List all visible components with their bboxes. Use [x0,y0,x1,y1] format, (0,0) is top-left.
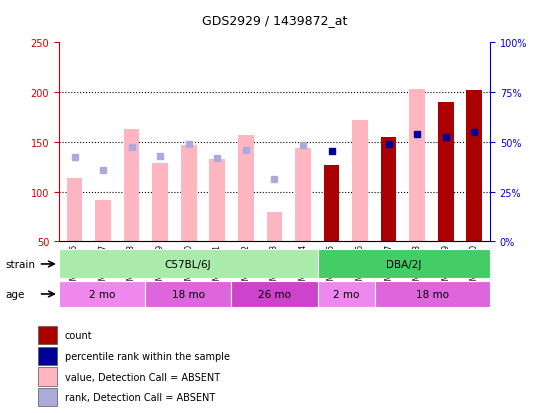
Text: 26 mo: 26 mo [258,289,291,299]
Text: GDS2929 / 1439872_at: GDS2929 / 1439872_at [202,14,347,27]
Text: age: age [6,289,25,299]
Bar [318,250,490,279]
Bar [38,326,57,344]
Bar [59,250,318,279]
Text: 18 mo: 18 mo [416,289,449,299]
Bar [38,347,57,365]
Bar [145,281,231,308]
Bar [95,201,111,242]
Bar [38,388,57,406]
Bar [181,145,197,242]
Bar [231,281,318,308]
Bar [152,163,168,242]
Bar [38,368,57,386]
Text: 18 mo: 18 mo [172,289,204,299]
Bar [438,103,454,242]
Text: count: count [64,330,92,340]
Bar [295,148,311,242]
Bar [124,130,139,242]
Text: value, Detection Call = ABSENT: value, Detection Call = ABSENT [64,372,220,382]
Text: 2 mo: 2 mo [88,289,115,299]
Bar [324,165,339,242]
Bar [267,213,282,242]
Bar [67,178,82,242]
Bar [381,138,396,242]
Bar [466,91,482,242]
Bar [375,281,490,308]
Bar [318,281,375,308]
Text: strain: strain [6,259,36,269]
Text: rank, Detection Call = ABSENT: rank, Detection Call = ABSENT [64,392,215,402]
Bar [238,135,254,242]
Text: 2 mo: 2 mo [333,289,360,299]
Bar [59,281,145,308]
Text: C57BL/6J: C57BL/6J [165,259,212,269]
Text: DBA/2J: DBA/2J [386,259,422,269]
Text: percentile rank within the sample: percentile rank within the sample [64,351,230,361]
Bar [409,90,425,242]
Bar [209,159,225,242]
Bar [352,121,368,242]
